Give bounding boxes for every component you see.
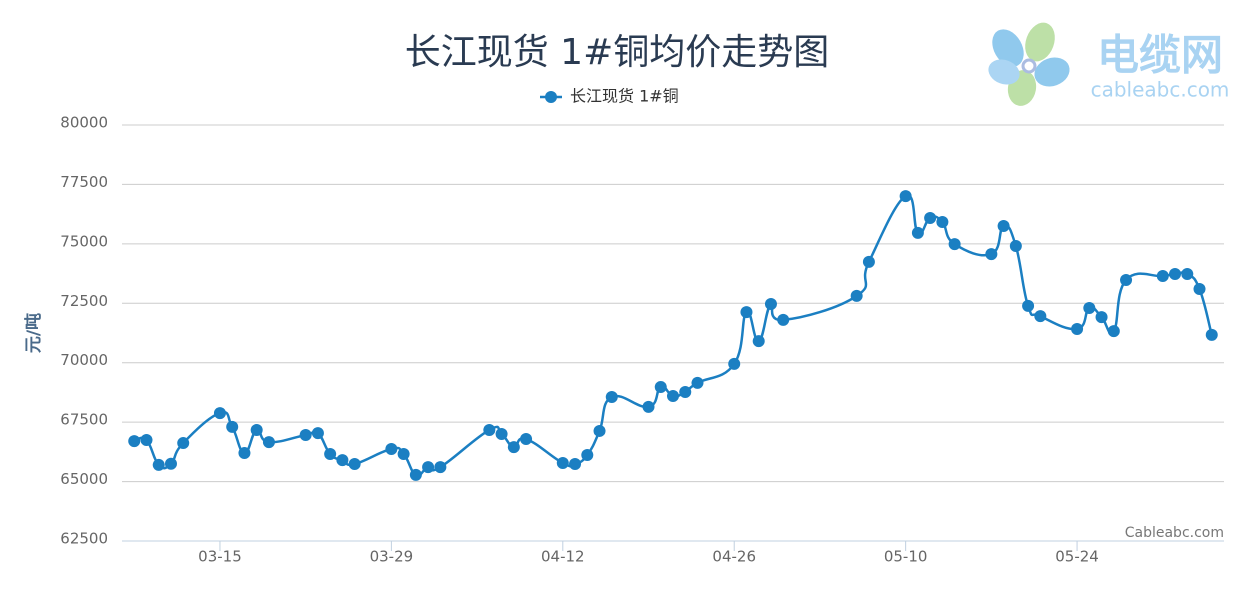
data-point [1169,268,1182,281]
data-point [985,248,998,261]
data-point [1156,269,1169,282]
data-point [862,255,875,268]
data-point [128,435,141,448]
y-tick-label: 62500 [60,530,108,548]
data-point [899,190,912,203]
data-point [1205,328,1218,341]
data-point [728,357,741,370]
data-point [764,297,777,310]
x-tick-label: 05-24 [1055,548,1099,566]
data-point [495,428,508,441]
data-point [850,289,863,302]
data-point [593,424,606,437]
data-point [1120,273,1133,286]
data-point [324,447,337,460]
chart-title: 长江现货 1#铜均价走势图 [405,32,830,73]
x-tick-label: 03-29 [370,548,414,566]
data-point [1181,268,1194,281]
legend-marker [545,91,557,103]
series-line [133,194,1213,477]
data-point [740,306,753,319]
data-point [924,211,937,224]
data-point [483,423,496,436]
x-tick-label: 05-10 [884,548,928,566]
data-point [1083,302,1096,315]
data-point [948,238,961,251]
data-point [581,448,594,461]
data-point [997,220,1010,233]
data-point [177,437,190,450]
data-point [667,389,679,402]
data-point [213,407,226,420]
data-point [311,427,324,440]
data-point [911,226,924,239]
data-point [336,454,349,467]
data-point [691,376,704,389]
data-point [520,433,533,446]
y-tick-label: 65000 [60,470,108,488]
data-point [164,457,177,470]
y-tick-label: 67500 [60,411,108,429]
data-point [422,461,435,474]
credit: Cableabc.com [1125,525,1224,541]
data-point [397,447,410,460]
data-point [642,400,655,413]
data-point [654,380,667,393]
data-point [385,443,398,456]
data-point [679,385,692,398]
data-point [1193,283,1206,296]
data-point [238,447,251,460]
y-tick-label: 75000 [60,232,108,250]
y-tick-label: 77500 [60,173,108,191]
data-point [250,423,263,436]
y-tick-label: 70000 [60,351,108,369]
x-tick-label: 04-26 [712,548,756,566]
data-point [348,457,361,470]
data-point [140,433,153,446]
data-point [1095,311,1108,324]
data-point [226,420,239,433]
logo-title: 电缆网 [1097,31,1223,80]
data-point [507,441,520,454]
data-point [1009,239,1022,252]
data-point [777,313,790,326]
x-tick-label: 04-12 [541,548,585,566]
logo-icon [988,22,1070,106]
y-tick-label: 72500 [60,292,108,310]
data-point [434,461,447,474]
data-point [936,215,949,228]
data-point [152,458,165,471]
data-point [1071,322,1084,335]
data-point [752,335,765,348]
logo-subtitle: cableabc.com [1091,78,1230,102]
y-tick-label: 80000 [60,114,108,132]
y-axis-label: 元/吨 [23,313,44,353]
data-point [409,468,422,481]
data-point [569,457,582,470]
legend-label: 长江现货 1#铜 [570,87,679,106]
data-point [1107,325,1120,338]
data-point [1034,310,1047,323]
data-point [262,436,275,449]
data-point [605,390,618,403]
data-point [299,428,312,441]
data-point [556,457,569,470]
x-tick-label: 03-15 [198,548,242,566]
data-point [1022,299,1035,312]
